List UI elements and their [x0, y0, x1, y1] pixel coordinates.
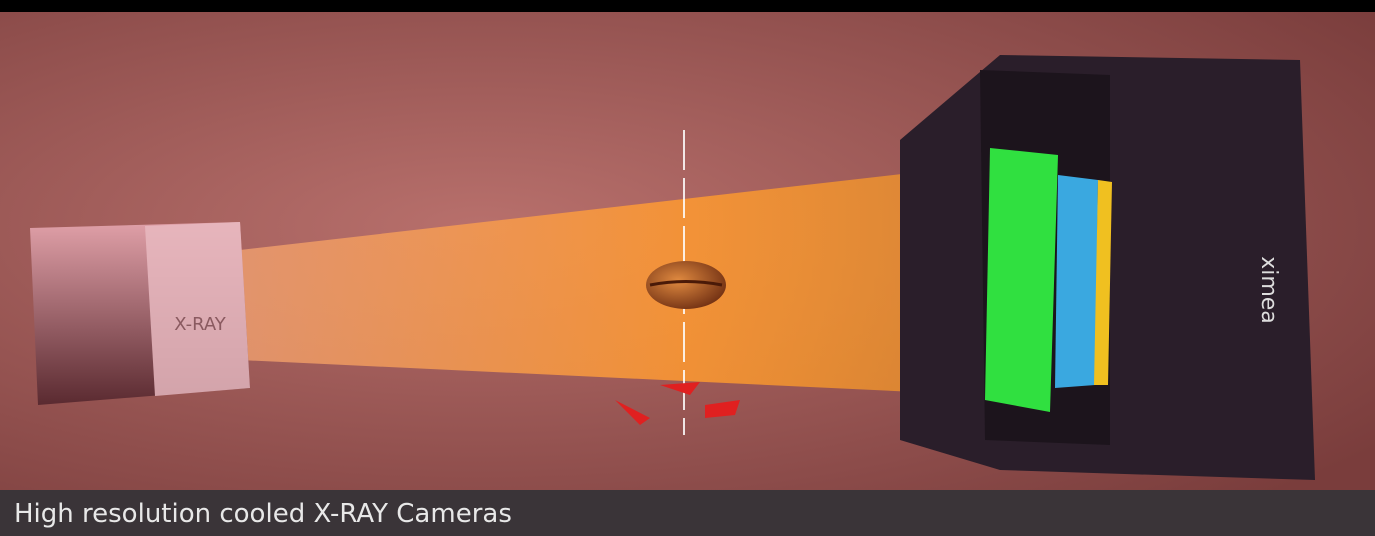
sensor	[1055, 175, 1098, 388]
cooler	[1094, 180, 1112, 385]
caption-bar	[0, 490, 1375, 536]
beam	[240, 165, 980, 395]
scintillator	[985, 148, 1058, 412]
bean-crease	[649, 280, 723, 287]
xray-source-band	[145, 222, 250, 396]
caption: High resolution cooled X-RAY Cameras	[14, 499, 512, 529]
source-label: X-RAY	[174, 314, 227, 335]
coffee-bean	[646, 261, 726, 309]
brand-logo: ximea	[1256, 256, 1281, 324]
rotation-arrows	[615, 382, 740, 425]
